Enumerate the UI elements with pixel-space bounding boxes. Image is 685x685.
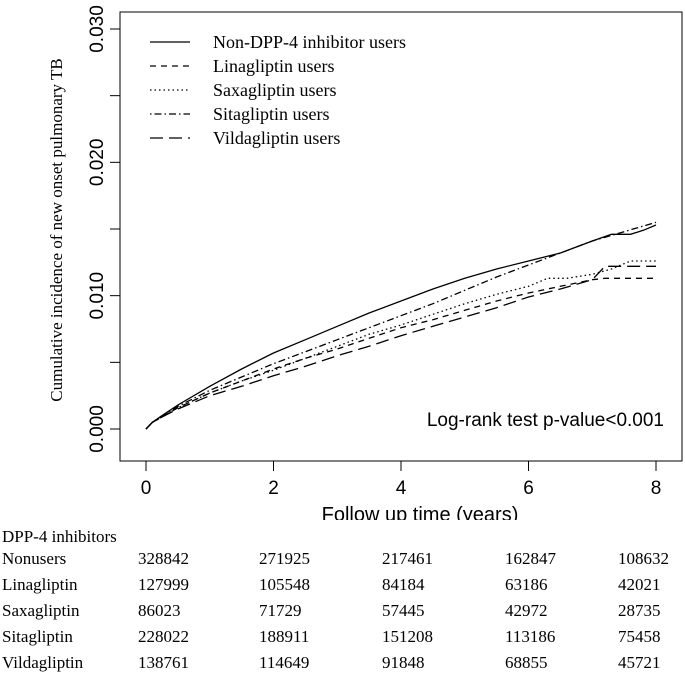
risk-cell: 113186 (505, 627, 556, 646)
y-axis: 0.000 0.010 0.020 0.030 (87, 5, 120, 453)
y-axis-label: Cumulative incidence of new onset pulmon… (47, 58, 66, 401)
risk-cell: 217461 (382, 549, 433, 568)
x-tick-label: 0 (141, 478, 152, 499)
risk-cell: 42021 (618, 575, 661, 594)
risk-cell: 91848 (382, 653, 425, 672)
series-line-1 (145, 224, 657, 430)
x-axis: 0 2 4 6 8 (141, 461, 662, 499)
risk-cell: 105548 (259, 575, 310, 594)
x-tick-label: 4 (396, 478, 407, 499)
series-line-4 (145, 221, 657, 430)
risk-cell: 71729 (259, 601, 302, 620)
risk-cell: 86023 (138, 601, 181, 620)
log-rank-annotation: Log-rank test p-value<0.001 (427, 410, 664, 431)
risk-cell: 328842 (138, 549, 189, 568)
risk-cell: 42972 (505, 601, 548, 620)
risk-cell: 151208 (382, 627, 433, 646)
y-tick-label: 0.000 (87, 405, 108, 453)
risk-row-label: Sitagliptin (2, 627, 73, 646)
series-line-5 (145, 265, 656, 430)
y-tick-label: 0.020 (87, 139, 108, 187)
risk-cell: 188911 (259, 627, 310, 646)
legend-label: Linagliptin users (213, 56, 334, 76)
risk-row-label: Vildagliptin (2, 653, 84, 672)
series-layer (145, 221, 657, 430)
series-line-3 (145, 260, 656, 430)
risk-row-label: Saxagliptin (2, 601, 80, 620)
y-tick-label: 0.030 (87, 5, 108, 53)
risk-cell: 68855 (505, 653, 548, 672)
legend-label: Sitagliptin users (213, 104, 330, 124)
legend-label: Saxagliptin users (213, 80, 337, 100)
x-axis-label: Follow up time (years) (322, 504, 519, 520)
risk-table: DPP-4 inhibitors Nonusers 328842 271925 217… (0, 521, 685, 685)
legend-label: Non-DPP-4 inhibitor users (213, 32, 406, 52)
legend: Non-DPP-4 inhibitor users Linagliptin use… (150, 32, 406, 148)
legend-label: Vildagliptin users (213, 128, 340, 148)
risk-cell: 271925 (259, 549, 310, 568)
risk-cell: 84184 (382, 575, 425, 594)
risk-cell: 57445 (382, 601, 425, 620)
risk-table-row: Linagliptin 127999 105548 84184 63186 42021 (0, 575, 685, 601)
risk-table-row: Sitagliptin 228022 188911 151208 113186 75458 (0, 627, 685, 653)
x-tick-label: 8 (651, 478, 662, 499)
risk-cell: 162847 (505, 549, 556, 568)
risk-cell: 114649 (259, 653, 310, 672)
risk-table-row: Nonusers 328842 271925 217461 162847 108632 (0, 549, 685, 575)
risk-cell: 138761 (138, 653, 189, 672)
risk-cell: 228022 (138, 627, 189, 646)
incidence-chart: 0.000 0.010 0.020 0.030 0 2 4 6 8 Non-DPP-4 inh… (47, 5, 683, 520)
risk-cell: 108632 (618, 549, 669, 568)
risk-table-row: Vildagliptin 138761 114649 91848 68855 45721 (0, 653, 685, 679)
risk-table-row: Saxagliptin 86023 71729 57445 42972 28735 (0, 601, 685, 627)
y-tick-label: 0.010 (87, 272, 108, 320)
risk-cell: 127999 (138, 575, 189, 594)
risk-cell: 63186 (505, 575, 548, 594)
risk-cell: 45721 (618, 653, 661, 672)
risk-cell: 75458 (618, 627, 661, 646)
risk-row-label: Nonusers (2, 549, 67, 568)
risk-row-label: Linagliptin (2, 575, 78, 594)
x-tick-label: 6 (523, 478, 534, 499)
risk-cell: 28735 (618, 601, 661, 620)
x-tick-label: 2 (268, 478, 279, 499)
risk-table-title: DPP-4 inhibitors (2, 527, 117, 546)
